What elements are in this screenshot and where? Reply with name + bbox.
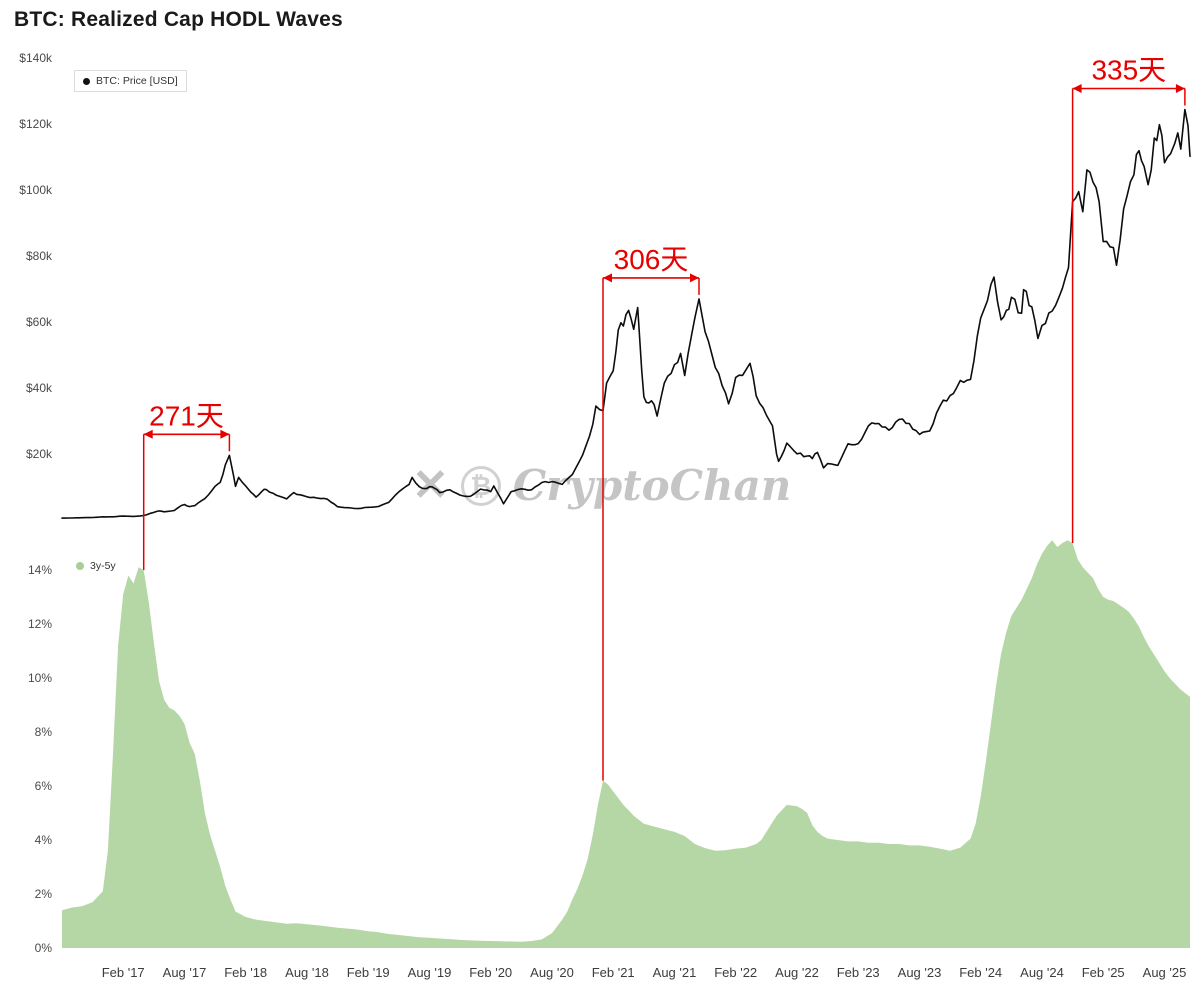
svg-text:6%: 6% xyxy=(35,779,53,793)
svg-text:Aug '19: Aug '19 xyxy=(408,965,452,980)
svg-text:$20k: $20k xyxy=(26,447,53,461)
legend-btc-price-label: BTC: Price [USD] xyxy=(96,75,178,87)
arrow-left-icon xyxy=(603,273,612,283)
price-line xyxy=(61,108,1191,519)
svg-text:Feb '18: Feb '18 xyxy=(224,965,267,980)
svg-text:Aug '17: Aug '17 xyxy=(163,965,207,980)
watermark-text: CryptoChan xyxy=(512,461,792,510)
svg-text:$140k: $140k xyxy=(19,51,53,65)
svg-text:Feb '20: Feb '20 xyxy=(469,965,512,980)
cycle-annotation: 335天 xyxy=(1071,55,1186,543)
price-y-axis-labels: $140k $120k $100k $80k $60k $40k $20k xyxy=(19,51,53,461)
svg-text:Feb '17: Feb '17 xyxy=(102,965,145,980)
hodl-y-axis-labels: 14% 12% 10% 8% 6% 4% 2% 0% xyxy=(28,563,52,955)
page-title: BTC: Realized Cap HODL Waves xyxy=(14,8,343,31)
svg-text:Feb '22: Feb '22 xyxy=(714,965,757,980)
svg-text:12%: 12% xyxy=(28,617,52,631)
svg-text:$40k: $40k xyxy=(26,381,53,395)
svg-text:$60k: $60k xyxy=(26,315,53,329)
svg-text:0%: 0% xyxy=(35,941,53,955)
svg-text:$100k: $100k xyxy=(19,183,53,197)
svg-text:Aug '21: Aug '21 xyxy=(653,965,697,980)
svg-text:Aug '23: Aug '23 xyxy=(898,965,942,980)
svg-text:Feb '23: Feb '23 xyxy=(837,965,880,980)
svg-text:Feb '24: Feb '24 xyxy=(959,965,1002,980)
annotation-label: 271天 xyxy=(149,400,224,431)
legend-3y-5y: 3y-5y xyxy=(74,558,118,574)
svg-text:Feb '19: Feb '19 xyxy=(347,965,390,980)
arrow-right-icon xyxy=(690,273,699,283)
x-axis-labels: Feb '17 Aug '17 Feb '18 Aug '18 Feb '19 Aug '… xyxy=(102,965,1187,980)
svg-text:Aug '18: Aug '18 xyxy=(285,965,329,980)
cycle-annotation: 271天 xyxy=(142,400,231,570)
svg-text:4%: 4% xyxy=(35,833,53,847)
hodl-area xyxy=(62,540,1190,948)
legend-3y-5y-label: 3y-5y xyxy=(90,560,116,572)
svg-text:10%: 10% xyxy=(28,671,52,685)
svg-text:Aug '25: Aug '25 xyxy=(1143,965,1187,980)
arrow-left-icon xyxy=(1072,84,1082,93)
svg-text:14%: 14% xyxy=(28,563,52,577)
svg-text:2%: 2% xyxy=(35,887,53,901)
legend-btc-price: BTC: Price [USD] xyxy=(74,70,187,92)
svg-text:$120k: $120k xyxy=(19,117,53,131)
svg-text:Feb '25: Feb '25 xyxy=(1082,965,1125,980)
svg-text:$80k: $80k xyxy=(26,249,53,263)
svg-text:Aug '24: Aug '24 xyxy=(1020,965,1064,980)
svg-text:Aug '20: Aug '20 xyxy=(530,965,574,980)
arrow-right-icon xyxy=(220,429,230,439)
svg-text:8%: 8% xyxy=(35,725,53,739)
annotation-label: 335天 xyxy=(1091,55,1166,86)
svg-text:Aug '22: Aug '22 xyxy=(775,965,819,980)
cycle-annotation: 306天 xyxy=(602,244,700,781)
hodl-series-marker-icon xyxy=(76,562,84,570)
svg-text:Feb '21: Feb '21 xyxy=(592,965,635,980)
price-series-marker-icon xyxy=(83,77,90,85)
arrow-right-icon xyxy=(1175,84,1185,93)
arrow-left-icon xyxy=(143,429,153,439)
annotation-label: 306天 xyxy=(614,244,689,275)
